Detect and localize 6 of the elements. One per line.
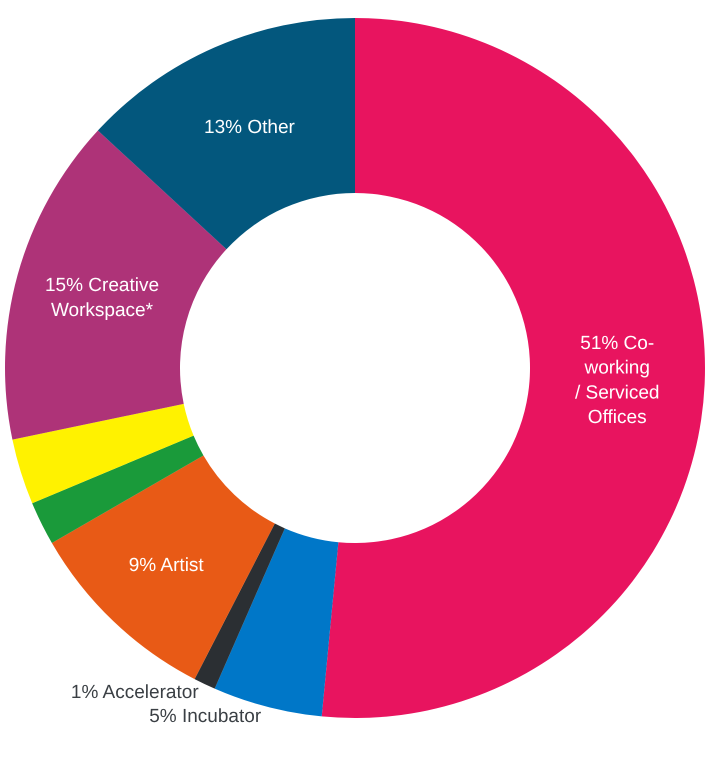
slice-label: 5% Incubator [149, 706, 262, 728]
slice-label: 1% Accelerator [70, 682, 200, 704]
slice-label: 9% Artist [128, 555, 204, 576]
slice-label: 13% Other [204, 117, 296, 138]
slice-label: 15% Creative Workspace* [44, 275, 160, 321]
slice-label: 51% Co- working / Serviced Offices [574, 332, 660, 428]
